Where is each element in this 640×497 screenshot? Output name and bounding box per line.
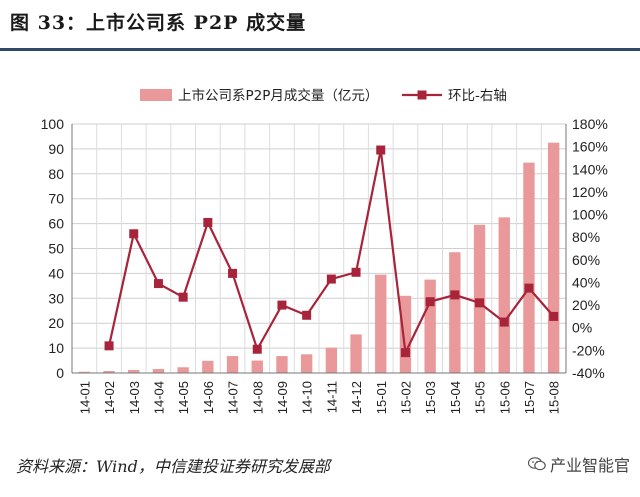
x-tick-label: 14-03 (127, 381, 142, 414)
line-point (450, 290, 460, 300)
x-tick-label: 14-09 (275, 381, 290, 414)
x-tick-label: 15-05 (473, 381, 488, 414)
y-left-tick-label: 80 (48, 166, 64, 182)
y-right-tick-label: 120% (572, 184, 608, 200)
legend-swatch-bar (140, 89, 172, 101)
figure-title: 图 33：上市公司系 P2P 成交量 (10, 12, 307, 34)
y-left-tick-label: 10 (48, 340, 64, 356)
line-point (475, 298, 485, 308)
title-divider (0, 48, 640, 51)
x-tick-label: 15-08 (547, 381, 562, 414)
y-right-tick-label: 180% (572, 116, 608, 132)
source-note: 资料来源：Wind，中信建投证券研究发展部 (16, 457, 330, 476)
y-left-tick-label: 90 (48, 141, 64, 157)
bar (177, 367, 189, 373)
line-point (252, 344, 262, 354)
series-line (107, 149, 555, 357)
line-point (153, 279, 163, 289)
bar (152, 369, 165, 373)
y-right-tick-label: 20% (572, 297, 600, 313)
y-right-tick-label: 80% (572, 229, 600, 245)
y-left-tick-label: 20 (48, 315, 64, 331)
x-tick-label: 14-05 (176, 381, 191, 414)
y-left-tick-label: 40 (48, 265, 64, 281)
line-point (129, 229, 139, 239)
line-point (400, 348, 410, 358)
x-tick-label: 15-04 (448, 381, 463, 414)
y-right-tick-label: 60% (572, 252, 600, 268)
bar (399, 295, 412, 373)
line-point (104, 341, 114, 351)
x-tick-label: 14-07 (226, 381, 241, 414)
line-point (425, 297, 435, 307)
x-tick-label: 15-02 (398, 381, 413, 414)
x-tick-label: 14-06 (201, 381, 216, 414)
y-right-tick-label: -40% (572, 365, 605, 381)
y-left-tick-label: 70 (48, 191, 64, 207)
x-tick-label: 14-11 (324, 381, 339, 413)
bar (78, 371, 91, 373)
x-tick-label: 15-01 (374, 381, 389, 414)
line-point (549, 311, 559, 321)
y-right-tick-label: 160% (572, 139, 608, 155)
watermark: 产业智能官 (527, 452, 630, 476)
bar (523, 162, 535, 373)
line-point (351, 267, 361, 277)
y-right-tick-label: 100% (572, 207, 608, 223)
bar (276, 356, 288, 373)
bar (251, 360, 263, 373)
line-point (228, 268, 238, 278)
x-tick-label: 15-03 (423, 381, 438, 414)
y-right-tick-label: 40% (572, 274, 600, 290)
line-point (376, 145, 386, 155)
bar (103, 371, 115, 373)
line-point (326, 274, 336, 284)
y-left-tick-label: 100 (41, 116, 65, 132)
y-left-tick-label: 60 (48, 216, 64, 232)
bar (498, 217, 510, 373)
y-left-tick-label: 0 (56, 365, 64, 381)
x-tick-label: 14-01 (77, 381, 92, 414)
x-tick-label: 14-02 (102, 381, 117, 414)
bar (449, 252, 461, 373)
line-point (524, 283, 534, 293)
x-tick-label: 14-10 (300, 381, 315, 414)
x-tick-label: 14-04 (151, 381, 166, 414)
x-tick-label: 15-07 (522, 381, 537, 414)
x-tick-label: 14-08 (250, 381, 265, 414)
legend-label-line: 环比-右轴 (448, 88, 507, 104)
bar (424, 279, 436, 373)
watermark-text: 产业智能官 (549, 456, 630, 475)
y-right-tick-label: 140% (572, 161, 608, 177)
bar (128, 370, 140, 373)
bar (325, 347, 338, 373)
y-right-tick-label: 0% (572, 320, 592, 336)
legend-label-bar: 上市公司系P2P月成交量（亿元） (178, 87, 378, 104)
y-right-tick-label: -20% (572, 342, 605, 358)
bar (300, 354, 313, 373)
bar (226, 356, 239, 373)
wechat-icon (527, 457, 546, 471)
line-point (277, 300, 287, 310)
legend-swatch-marker (417, 90, 427, 100)
line-point (499, 317, 509, 327)
y-left-tick-label: 50 (48, 241, 64, 257)
bar (350, 334, 362, 373)
x-tick-label: 15-06 (497, 381, 512, 414)
x-tick-label: 14-12 (349, 381, 364, 414)
line-point (302, 310, 312, 320)
bar (202, 360, 214, 373)
line-point (178, 292, 188, 302)
line-point (203, 217, 213, 227)
bar (375, 274, 387, 373)
y-left-tick-label: 30 (48, 290, 64, 306)
bar (547, 142, 560, 373)
